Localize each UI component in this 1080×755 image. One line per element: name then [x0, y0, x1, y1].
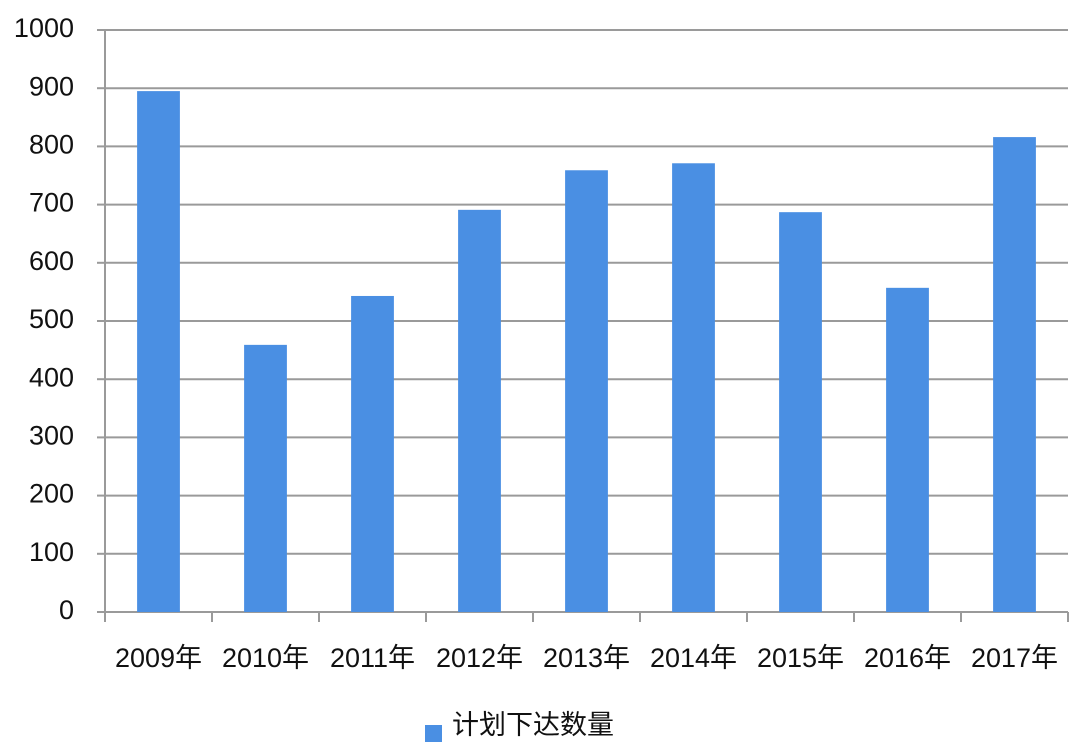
y-tick-label: 200: [29, 479, 74, 509]
x-tick-label: 2017年: [971, 643, 1058, 673]
y-tick-label: 900: [29, 71, 74, 101]
bar: [886, 287, 929, 612]
bar: [137, 91, 180, 613]
x-tick-label: 2009年: [115, 643, 202, 673]
bar: [779, 212, 822, 612]
bar: [351, 295, 394, 612]
x-tick-label: 2013年: [543, 643, 630, 673]
x-tick-label: 2014年: [650, 643, 737, 673]
bar: [458, 209, 501, 612]
y-tick-label: 800: [29, 130, 74, 160]
y-tick-label: 600: [29, 246, 74, 276]
x-tick-label: 2016年: [864, 643, 951, 673]
y-tick-label: 500: [29, 304, 74, 334]
x-tick-label: 2012年: [436, 643, 523, 673]
y-tick-label: 0: [59, 595, 74, 625]
legend-label: 计划下达数量: [452, 710, 614, 740]
x-tick-label: 2010年: [222, 643, 309, 673]
x-tick-label: 2011年: [330, 643, 415, 673]
bar: [244, 344, 287, 612]
y-tick-label: 1000: [14, 13, 74, 43]
bar: [565, 170, 608, 612]
y-tick-label: 400: [29, 362, 74, 392]
y-tick-label: 700: [29, 188, 74, 218]
bar: [672, 163, 715, 612]
bar: [993, 137, 1036, 612]
y-tick-label: 300: [29, 421, 74, 451]
legend-swatch: [425, 725, 442, 742]
y-tick-label: 100: [29, 537, 74, 567]
x-tick-label: 2015年: [757, 643, 844, 673]
